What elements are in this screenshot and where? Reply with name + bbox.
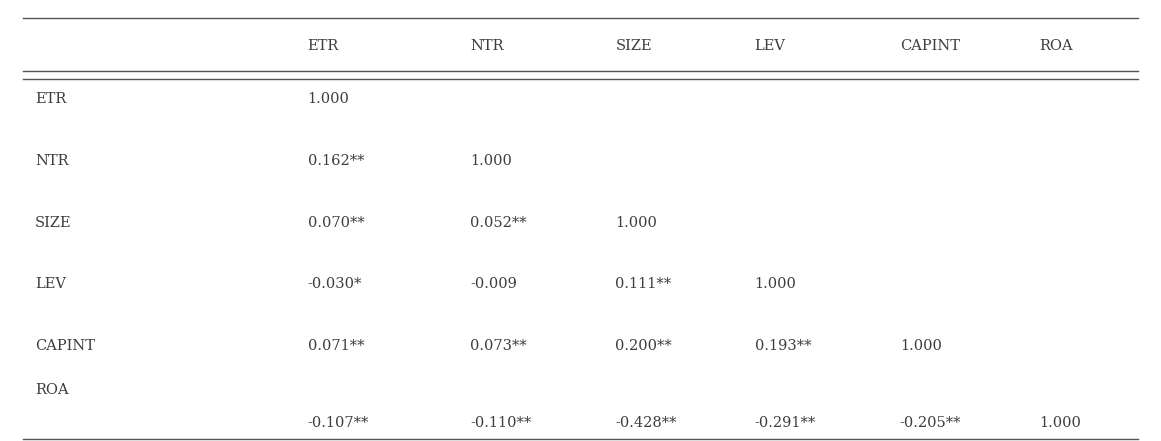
Text: ETR: ETR <box>308 39 339 53</box>
Text: 0.070**: 0.070** <box>308 216 365 230</box>
Text: SIZE: SIZE <box>615 39 652 53</box>
Text: 0.052**: 0.052** <box>470 216 527 230</box>
Text: ETR: ETR <box>35 92 66 106</box>
Text: 0.071**: 0.071** <box>308 339 365 353</box>
Text: LEV: LEV <box>755 39 786 53</box>
Text: ROA: ROA <box>1039 39 1073 53</box>
Text: 1.000: 1.000 <box>1039 416 1081 430</box>
Text: -0.107**: -0.107** <box>308 416 369 430</box>
Text: 0.193**: 0.193** <box>755 339 812 353</box>
Text: 1.000: 1.000 <box>470 154 512 168</box>
Text: SIZE: SIZE <box>35 216 72 230</box>
Text: -0.030*: -0.030* <box>308 277 362 292</box>
Text: CAPINT: CAPINT <box>900 39 960 53</box>
Text: NTR: NTR <box>470 39 504 53</box>
Text: -0.291**: -0.291** <box>755 416 816 430</box>
Text: 0.073**: 0.073** <box>470 339 527 353</box>
Text: 1.000: 1.000 <box>755 277 796 292</box>
Text: CAPINT: CAPINT <box>35 339 95 353</box>
Text: -0.110**: -0.110** <box>470 416 532 430</box>
Text: NTR: NTR <box>35 154 68 168</box>
Text: ROA: ROA <box>35 383 68 397</box>
Text: -0.205**: -0.205** <box>900 416 961 430</box>
Text: 1.000: 1.000 <box>900 339 942 353</box>
Text: -0.428**: -0.428** <box>615 416 677 430</box>
Text: 0.200**: 0.200** <box>615 339 672 353</box>
Text: -0.009: -0.009 <box>470 277 517 292</box>
Text: LEV: LEV <box>35 277 66 292</box>
Text: 0.162**: 0.162** <box>308 154 365 168</box>
Text: 1.000: 1.000 <box>615 216 657 230</box>
Text: 1.000: 1.000 <box>308 92 349 106</box>
Text: 0.111**: 0.111** <box>615 277 671 292</box>
